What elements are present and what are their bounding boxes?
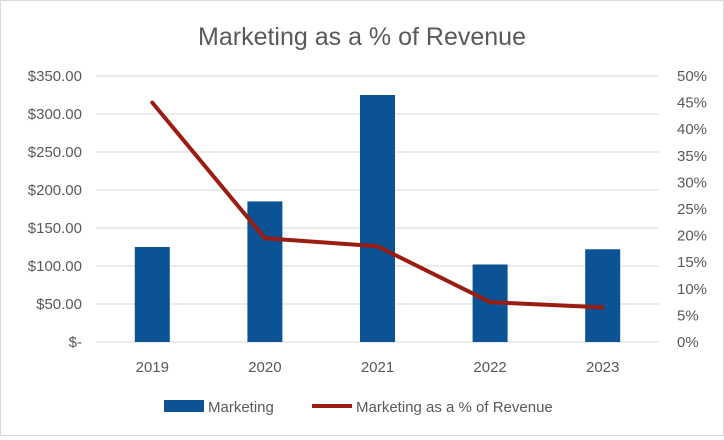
right-tick-label: 40% [677,121,707,138]
right-tick-label: 25% [677,201,707,218]
left-tick-label: $300.00 [28,106,82,123]
right-tick-label: 30% [677,174,707,191]
right-tick-label: 50% [677,68,707,85]
left-tick-label: $350.00 [28,68,82,85]
left-tick-label: $50.00 [36,296,82,313]
right-tick-label: 0% [677,334,699,351]
right-axis: 0% 5% 10% 15% 20% 25% 30% 35% 40% 45% 50% [677,68,707,351]
x-tick-label: 2023 [586,359,619,376]
left-tick-label: $- [69,334,82,351]
line-marketing-pct-revenue [150,100,605,310]
left-axis: $- $50.00 $100.00 $150.00 $200.00 $250.00 $300… [28,68,82,351]
right-tick-label: 45% [677,95,707,112]
bar-marketing-2021 [360,95,395,342]
right-tick-label: 15% [677,254,707,271]
left-tick-label: $100.00 [28,258,82,275]
line-series [150,100,605,310]
legend: Marketing Marketing as a % of Revenue [164,399,553,416]
legend-swatch-marketing [164,400,204,412]
x-tick-label: 2020 [248,359,281,376]
left-tick-label: $200.00 [28,182,82,199]
bar-marketing-2019 [134,247,170,342]
legend-label-marketing: Marketing [208,399,274,416]
left-tick-label: $250.00 [28,144,82,161]
legend-label-pct-revenue: Marketing as a % of Revenue [356,399,553,416]
bar-marketing-2023 [585,249,621,342]
chart-title: Marketing as a % of Revenue [198,23,526,51]
right-tick-label: 20% [677,228,707,245]
x-tick-label: 2021 [361,359,394,376]
x-tick-label: 2019 [136,359,169,376]
right-tick-label: 35% [677,148,707,165]
right-tick-label: 5% [677,307,699,324]
x-tick-label: 2022 [473,359,506,376]
left-tick-label: $150.00 [28,220,82,237]
x-axis: 2019 2020 2021 2022 2023 [136,359,620,376]
right-tick-label: 10% [677,281,707,298]
